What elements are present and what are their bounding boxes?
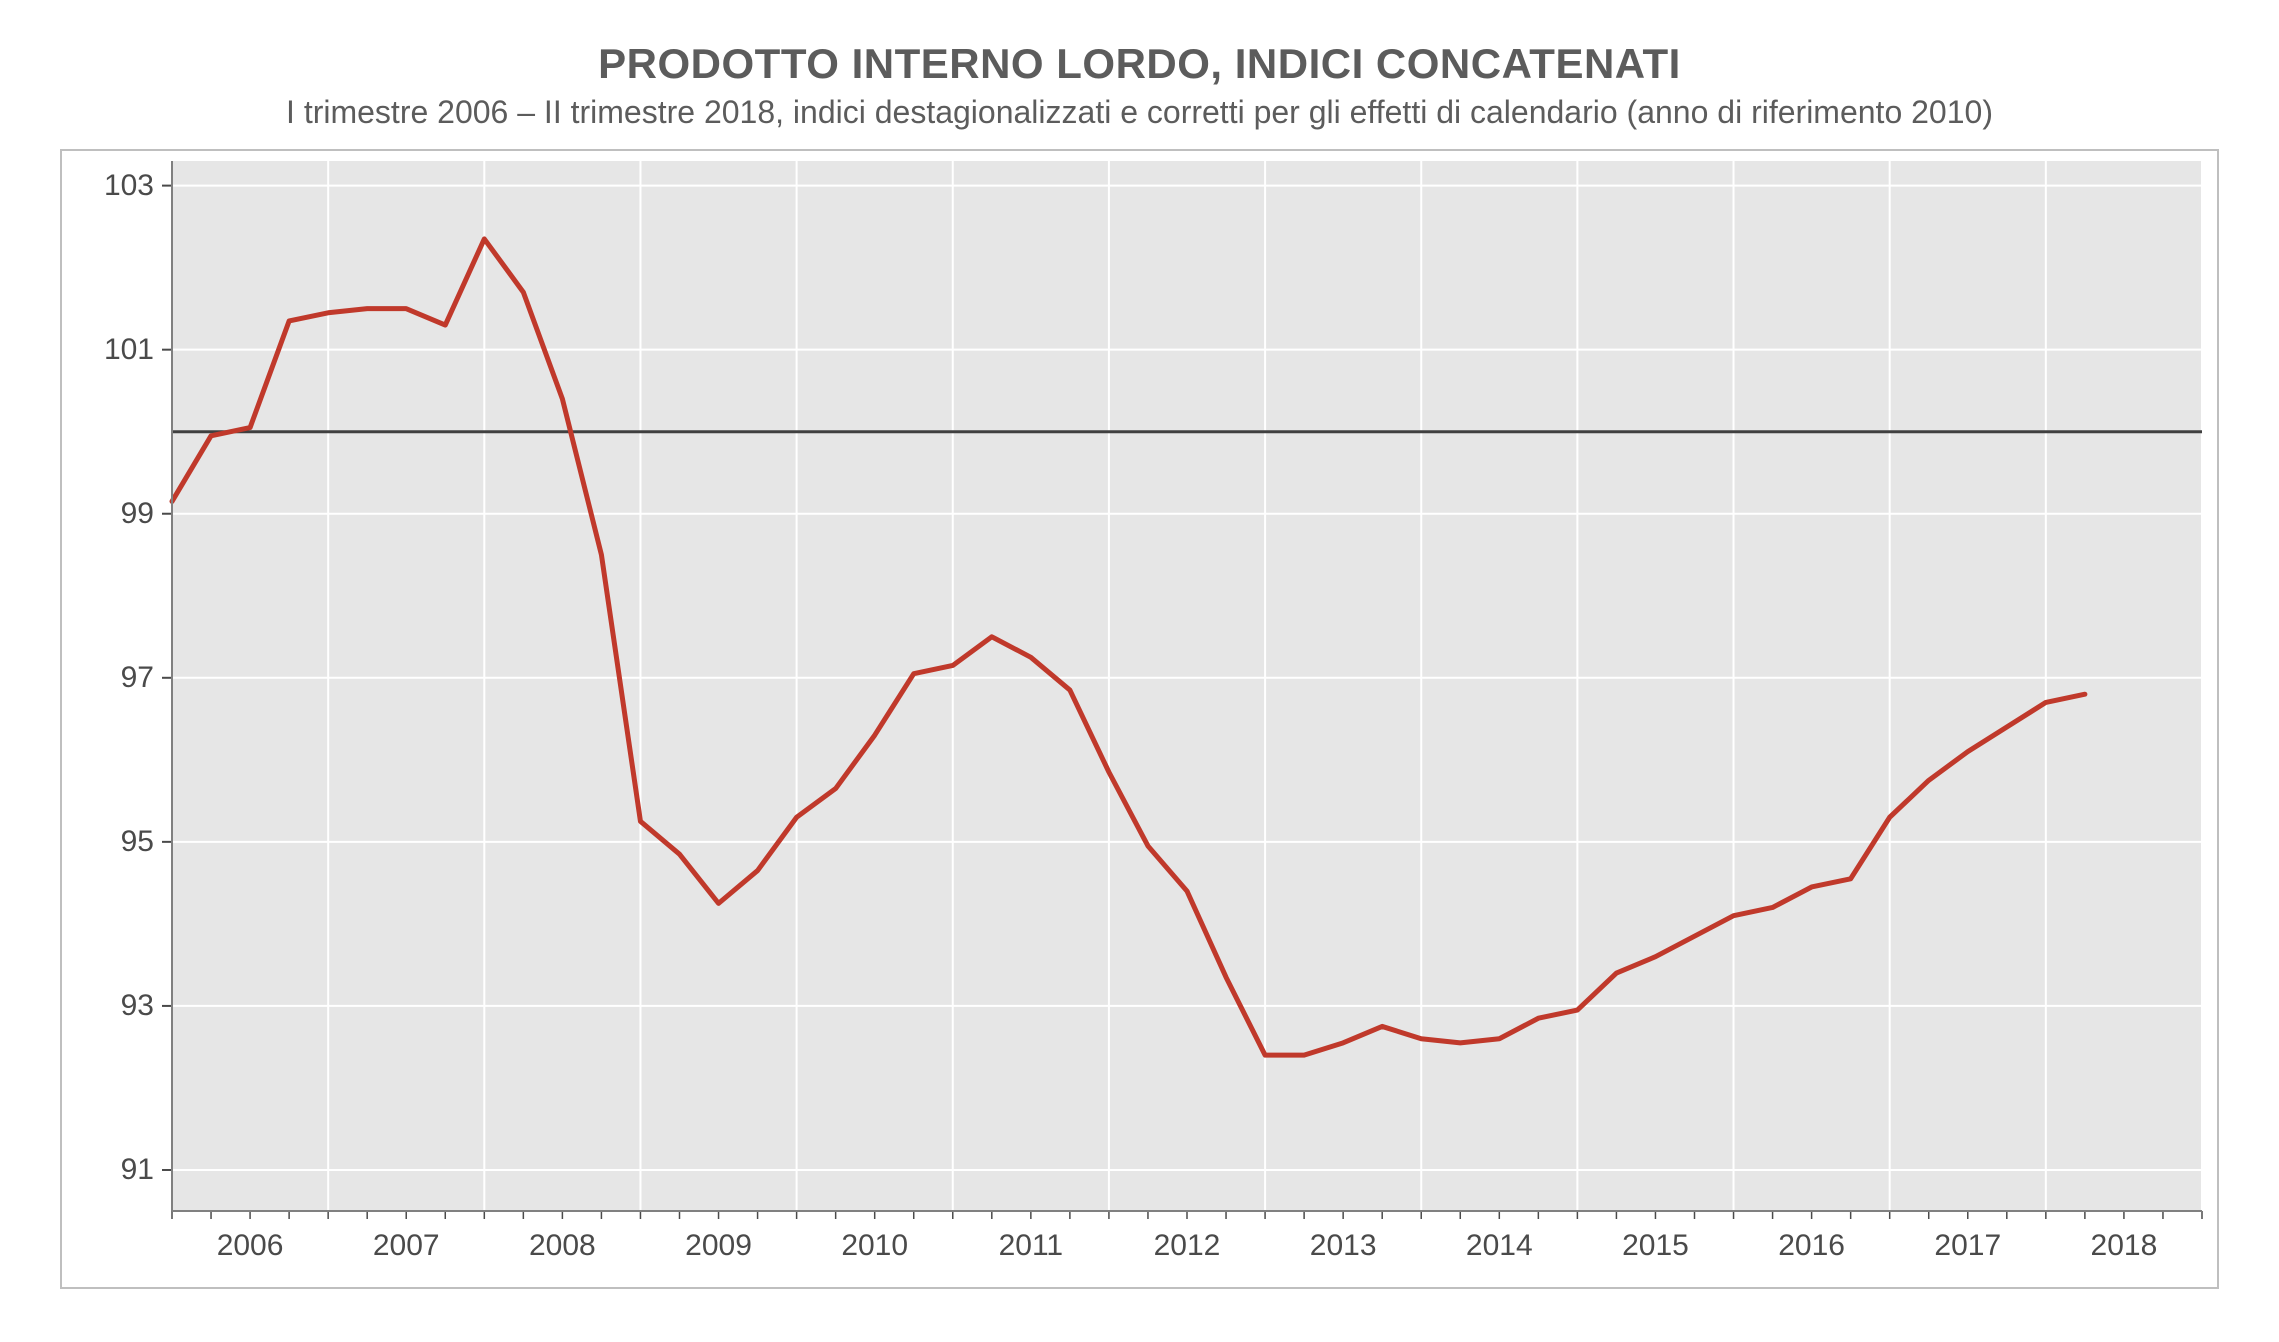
ytick-label: 93: [62, 989, 154, 1023]
ytick-label: 101: [62, 333, 154, 367]
xtick-label: 2007: [373, 1229, 440, 1263]
xtick-label: 2014: [1466, 1229, 1533, 1263]
xtick-label: 2018: [2091, 1229, 2158, 1263]
plot-background: [172, 161, 2202, 1211]
xtick-label: 2010: [841, 1229, 908, 1263]
page: PRODOTTO INTERNO LORDO, INDICI CONCATENA…: [0, 0, 2279, 1342]
chart-svg: [62, 151, 2221, 1291]
xtick-label: 2015: [1622, 1229, 1689, 1263]
chart-plot-area: 91 93 95 97 99 101 103 2006 2007 2008 2009 2010 2011…: [62, 151, 2221, 1291]
xtick-label: 2016: [1778, 1229, 1845, 1263]
xtick-label: 2013: [1310, 1229, 1377, 1263]
chart-title: PRODOTTO INTERNO LORDO, INDICI CONCATENA…: [0, 40, 2279, 88]
chart-outer-frame: 91 93 95 97 99 101 103 2006 2007 2008 2009 2010 2011…: [60, 149, 2219, 1289]
xtick-label: 2017: [1934, 1229, 2001, 1263]
xtick-label: 2006: [217, 1229, 284, 1263]
ytick-label: 95: [62, 825, 154, 859]
ytick-label: 97: [62, 661, 154, 695]
ytick-label: 91: [62, 1153, 154, 1187]
xtick-label: 2008: [529, 1229, 596, 1263]
xtick-label: 2012: [1154, 1229, 1221, 1263]
ytick-label: 103: [62, 169, 154, 203]
xtick-label: 2011: [999, 1229, 1064, 1263]
xtick-label: 2009: [685, 1229, 752, 1263]
chart-subtitle: I trimestre 2006 – II trimestre 2018, in…: [0, 94, 2279, 131]
ytick-label: 99: [62, 497, 154, 531]
title-block: PRODOTTO INTERNO LORDO, INDICI CONCATENA…: [0, 40, 2279, 131]
